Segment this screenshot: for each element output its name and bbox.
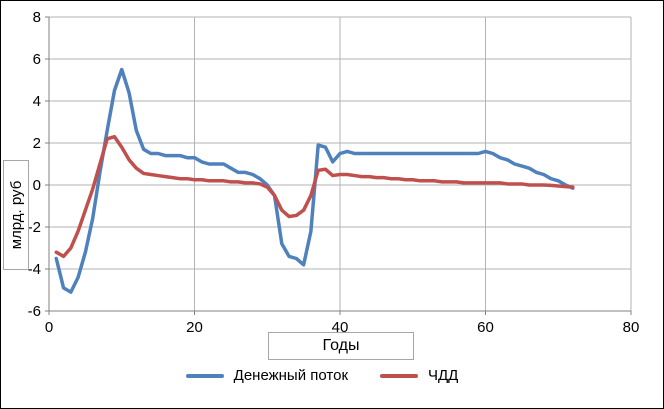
y-tick-label: 2 [33, 135, 41, 152]
y-tick-label: -6 [28, 303, 41, 320]
y-tick-label: 6 [33, 51, 41, 68]
y-axis-title: млрд. руб [3, 160, 29, 270]
x-tick-label: 20 [186, 319, 203, 336]
x-axis-title: Годы [268, 332, 414, 360]
legend-label-cashflow: Денежный поток [233, 367, 349, 384]
legend-marker-cashflow [185, 373, 224, 378]
x-tick-label: 40 [332, 319, 349, 336]
y-tick-label: -4 [28, 261, 41, 278]
x-tick-label: 60 [477, 319, 494, 336]
y-tick-label: 8 [33, 9, 41, 26]
x-tick-label: 0 [45, 319, 53, 336]
series-line-1 [54, 134, 575, 259]
legend-label-npv: ЧДД [428, 367, 459, 384]
y-tick-label: -2 [28, 219, 41, 236]
y-tick-label: 4 [33, 93, 41, 110]
x-tick-label: 80 [623, 319, 640, 336]
y-tick-label: 0 [33, 177, 41, 194]
legend: Денежный поток ЧДД [1, 367, 663, 384]
legend-marker-npv [380, 373, 419, 378]
